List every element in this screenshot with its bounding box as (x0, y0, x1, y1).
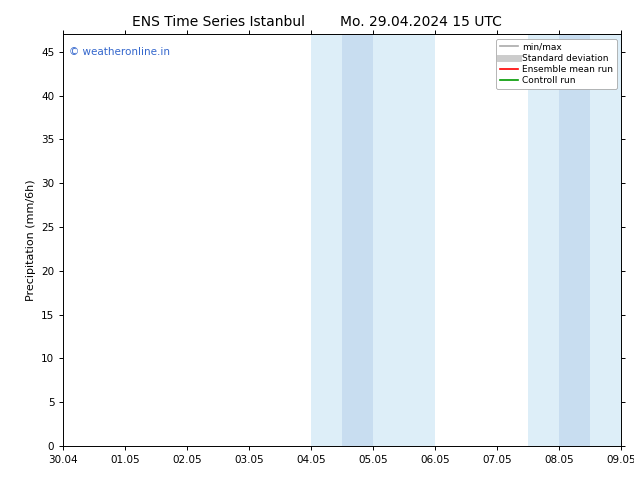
Legend: min/max, Standard deviation, Ensemble mean run, Controll run: min/max, Standard deviation, Ensemble me… (496, 39, 617, 89)
Bar (373, 34, 436, 446)
Bar (311, 34, 342, 446)
Text: ENS Time Series Istanbul        Mo. 29.04.2024 15 UTC: ENS Time Series Istanbul Mo. 29.04.2024 … (132, 15, 502, 29)
Text: © weatheronline.in: © weatheronline.in (69, 47, 170, 57)
Bar (342, 34, 373, 446)
Bar (559, 34, 590, 446)
Y-axis label: Precipitation (mm/6h): Precipitation (mm/6h) (25, 179, 36, 301)
Bar (590, 34, 621, 446)
Bar (528, 34, 559, 446)
